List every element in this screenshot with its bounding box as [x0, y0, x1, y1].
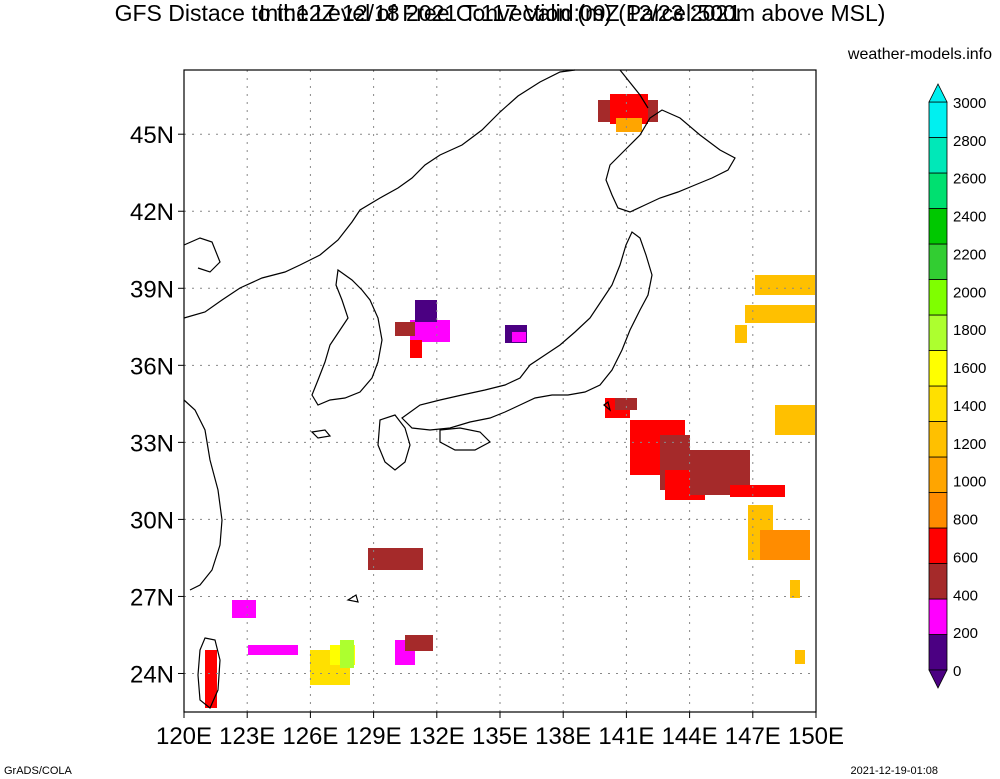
field-region	[615, 398, 637, 410]
lat-tick-label: 30N	[130, 507, 174, 534]
colorbar-label: 1800	[953, 322, 986, 339]
lat-tick-label: 45N	[130, 122, 174, 149]
field-region	[616, 118, 642, 132]
lon-tick-label: 141E	[598, 723, 654, 750]
lat-tick-label: 36N	[130, 353, 174, 380]
lon-tick-label: 150E	[788, 723, 844, 750]
colorbar-label: 800	[953, 512, 978, 529]
colorbar-label: 1200	[953, 436, 986, 453]
colorbar-label: 0	[953, 663, 961, 680]
colorbar-swatch	[928, 137, 948, 174]
lon-tick-label: 123E	[219, 723, 275, 750]
colorbar-swatch	[928, 492, 948, 529]
colorbar-swatch	[928, 385, 948, 422]
lon-tick-label: 138E	[535, 723, 591, 750]
lon-tick-label: 120E	[156, 723, 212, 750]
colorbar-swatch	[928, 172, 948, 209]
colorbar-label: 3000	[953, 95, 986, 112]
colorbar-label: 2400	[953, 209, 986, 226]
footer-credit: GrADS/COLA	[4, 765, 72, 777]
field-region	[775, 405, 815, 435]
field-region	[410, 320, 450, 342]
lon-tick-label: 144E	[662, 723, 718, 750]
colorbar-swatch	[928, 208, 948, 245]
field-region	[795, 650, 805, 664]
lon-tick-label: 126E	[282, 723, 338, 750]
colorbar-label: 200	[953, 625, 978, 642]
colorbar-min-arrow	[928, 669, 948, 689]
colorbar-swatch	[928, 314, 948, 351]
lat-tick-label: 33N	[130, 430, 174, 457]
site-credit: weather-models.info	[847, 46, 992, 63]
lat-tick-label: 24N	[130, 661, 174, 688]
colorbar-swatch	[928, 101, 948, 138]
colorbar-max-arrow	[928, 83, 948, 103]
field-region	[248, 645, 298, 655]
lon-tick-label: 132E	[409, 723, 465, 750]
lon-tick-label: 129E	[346, 723, 402, 750]
lat-tick-label: 42N	[130, 199, 174, 226]
colorbar-swatch	[928, 527, 948, 564]
colorbar-label: 2200	[953, 246, 986, 263]
colorbar-label: 400	[953, 587, 978, 604]
colorbar-label: 2000	[953, 284, 986, 301]
map-title-line2: Init:12Z 12/18 2021 T:117 Valid:09Z 12/2…	[258, 0, 742, 26]
field-region	[232, 600, 256, 618]
coastlines	[183, 69, 736, 709]
colorbar-label: 1400	[953, 398, 986, 415]
colorbar-label: 2600	[953, 171, 986, 188]
colorbar-swatch	[928, 279, 948, 316]
field-region	[760, 530, 810, 560]
colorbar-swatch	[928, 563, 948, 600]
lon-tick-label: 135E	[472, 723, 528, 750]
colorbar-swatch	[928, 598, 948, 635]
colorbar-swatch	[928, 350, 948, 387]
lat-tick-label: 27N	[130, 584, 174, 611]
lat-tick-label: 39N	[130, 276, 174, 303]
field-region	[405, 635, 433, 651]
colorbar-label: 600	[953, 549, 978, 566]
field-region	[745, 305, 815, 323]
footer-timestamp: 2021-12-19-01:08	[850, 765, 938, 777]
colorbar-label: 1000	[953, 474, 986, 491]
field-region	[205, 650, 217, 708]
field-region	[755, 275, 815, 295]
field-region	[730, 485, 785, 497]
field-region	[410, 340, 422, 358]
lon-tick-label: 147E	[725, 723, 781, 750]
field-region	[790, 580, 800, 598]
field-region	[368, 548, 423, 570]
field-region	[512, 332, 526, 342]
colorbar-label: 1600	[953, 360, 986, 377]
colorbar-swatch	[928, 421, 948, 458]
field-region	[415, 300, 437, 322]
field-region	[395, 322, 415, 336]
colorbar-swatch	[928, 456, 948, 493]
colorbar-swatch	[928, 634, 948, 671]
field-region	[735, 325, 747, 343]
field-region	[340, 640, 354, 668]
colorbar-label: 2800	[953, 133, 986, 150]
colorbar-swatch	[928, 243, 948, 280]
map-title-line1: GFS Distace to the Level of Free Convect…	[114, 0, 886, 26]
